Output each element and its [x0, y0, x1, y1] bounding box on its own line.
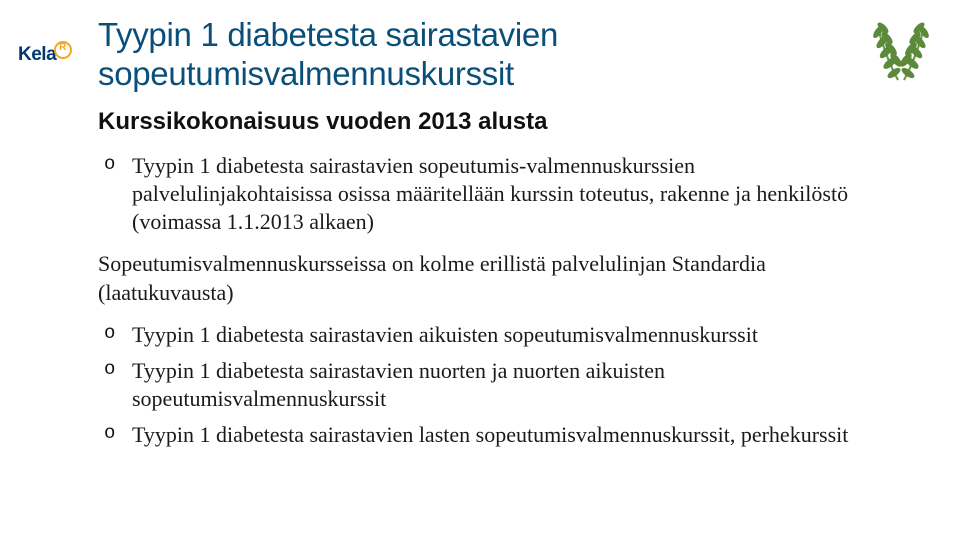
brand-badge-icon: [54, 41, 72, 59]
standards-list: Tyypin 1 diabetesta sairastavien aikuist…: [98, 321, 898, 450]
list-item: Tyypin 1 diabetesta sairastavien aikuist…: [98, 321, 898, 349]
brand-logo: Kela: [18, 44, 90, 66]
list-item: Tyypin 1 diabetesta sairastavien lasten …: [98, 421, 898, 449]
list-item: Tyypin 1 diabetesta sairastavien nuorten…: [98, 357, 898, 413]
title-line-1: Tyypin 1 diabetesta sairastavien: [98, 16, 558, 53]
slide: Kela: [0, 0, 960, 548]
brand-name: Kela: [18, 44, 56, 66]
title-line-2: sopeutumisvalmennuskurssit: [98, 55, 514, 92]
slide-title: Tyypin 1 diabetesta sairastavien sopeutu…: [98, 10, 838, 102]
intro-bullet-list: Tyypin 1 diabetesta sairastavien sopeutu…: [98, 152, 898, 236]
subheading: Kurssikokonaisuus vuoden 2013 alusta: [98, 108, 898, 136]
slide-content: Kurssikokonaisuus vuoden 2013 alusta Tyy…: [98, 108, 898, 463]
laurel-icon: [856, 8, 946, 86]
intro-bullet: Tyypin 1 diabetesta sairastavien sopeutu…: [98, 152, 898, 236]
paragraph-standards: Sopeutumisvalmennuskursseissa on kolme e…: [98, 250, 898, 306]
